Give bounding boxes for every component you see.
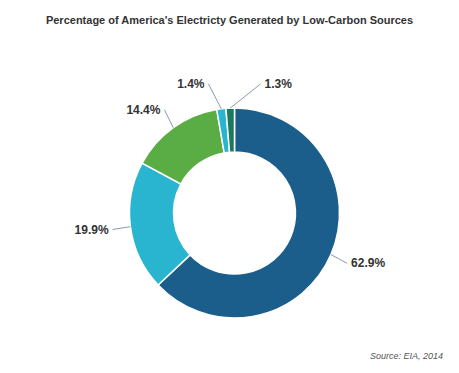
svg-text:62.9%: 62.9% bbox=[351, 256, 385, 270]
html-text:Percentage of America's Electr: Percentage of America's Electricty Gener… bbox=[45, 14, 414, 26]
svg-text:19.9%: 19.9% bbox=[75, 223, 109, 237]
svg-text:14.4%: 14.4% bbox=[126, 103, 160, 117]
svg-text:1.4%: 1.4% bbox=[177, 77, 205, 91]
svg-text:1.3%: 1.3% bbox=[265, 77, 293, 91]
html-text:Source: EIA, 2014: Source: EIA, 2014 bbox=[370, 351, 443, 361]
